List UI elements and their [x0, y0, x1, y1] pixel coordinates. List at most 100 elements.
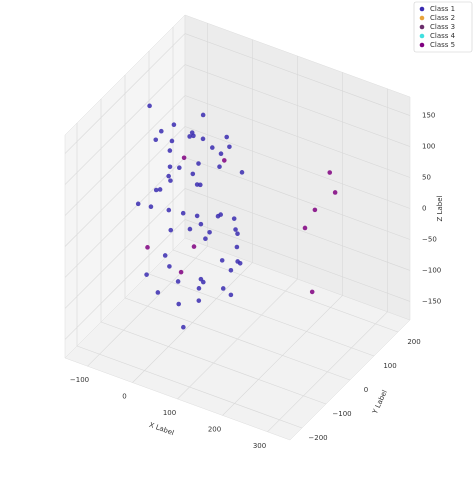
point [219, 258, 225, 263]
legend-box [413, 1, 473, 53]
legend-marker [419, 42, 425, 48]
point [194, 213, 200, 219]
point [144, 272, 149, 277]
point [190, 171, 196, 177]
point [181, 155, 187, 161]
grid-line [76, 345, 303, 429]
point [187, 226, 193, 232]
point [218, 151, 224, 157]
grid-line [64, 188, 186, 309]
y-tick-label: 200 [407, 338, 420, 346]
grid-line [184, 219, 411, 302]
point [235, 231, 240, 236]
point [237, 261, 243, 266]
y-axis-label: Y Label [371, 389, 389, 416]
grid-line [124, 297, 351, 381]
point [228, 292, 234, 298]
point [153, 187, 159, 193]
point [177, 165, 182, 171]
point [171, 122, 177, 128]
x-tick-label: 300 [253, 442, 266, 450]
point [210, 145, 215, 150]
point [147, 103, 152, 109]
legend-label: Class 5 [430, 41, 455, 49]
point [233, 227, 238, 232]
point [180, 210, 186, 216]
point [187, 134, 192, 139]
point [312, 207, 318, 213]
z-tick-label: 50 [422, 174, 431, 182]
z-tick-label: −150 [422, 297, 441, 305]
points [135, 103, 338, 330]
z-tick-label: 100 [422, 143, 435, 151]
z-tick-label: 150 [422, 112, 435, 120]
point [198, 221, 204, 227]
grid-line [184, 33, 411, 116]
legend-marker [419, 33, 425, 39]
point [332, 190, 338, 195]
point [135, 201, 141, 207]
legend-marker [419, 6, 425, 12]
z-tick-label: −50 [422, 235, 437, 243]
legend-label: Class 3 [430, 23, 455, 31]
point [162, 253, 168, 258]
z-tick-label: −100 [422, 266, 441, 274]
y-tick-label: −100 [332, 410, 351, 418]
point [218, 212, 223, 217]
point [181, 324, 186, 330]
y-tick-label: 0 [364, 386, 368, 394]
grid-line [184, 95, 411, 178]
x-tick-label: 0 [122, 393, 126, 401]
legend-label: Class 4 [430, 32, 456, 40]
point [227, 144, 232, 150]
point [194, 182, 200, 187]
point [178, 269, 184, 275]
grid-line [64, 64, 186, 185]
grid-line [184, 126, 411, 209]
point [155, 290, 161, 295]
grid-line [64, 157, 186, 278]
point [167, 164, 173, 170]
point [200, 112, 206, 118]
point [167, 264, 172, 269]
legend-marker [419, 24, 425, 30]
point [196, 286, 202, 291]
legend-label: Class 1 [430, 5, 455, 13]
point [191, 244, 197, 249]
point [176, 301, 181, 307]
point [203, 236, 208, 242]
point [309, 289, 315, 295]
x-tick-label: 200 [208, 425, 221, 433]
grid [64, 23, 411, 433]
point [327, 170, 333, 175]
point [145, 245, 150, 250]
panes [64, 14, 411, 441]
grid-line [148, 273, 375, 357]
point [148, 204, 154, 210]
point [200, 136, 206, 142]
point [228, 268, 234, 273]
grid-line [100, 321, 327, 405]
point [168, 227, 174, 233]
grid-line [184, 157, 411, 240]
grid-line [64, 126, 186, 247]
x-tick-label: −100 [70, 376, 89, 384]
point [220, 286, 226, 291]
grid-line [172, 249, 399, 333]
point [207, 229, 212, 235]
grid-line [184, 188, 411, 271]
point [157, 187, 163, 192]
point [167, 148, 173, 153]
point [175, 279, 181, 284]
point [302, 225, 308, 231]
point [159, 128, 164, 134]
point [153, 137, 159, 143]
x-axis-label: X Label [148, 421, 175, 437]
point [169, 138, 175, 144]
legend-marker [419, 15, 425, 21]
grid-line [184, 64, 411, 147]
point [217, 164, 222, 169]
point [189, 130, 195, 135]
point [196, 161, 201, 166]
